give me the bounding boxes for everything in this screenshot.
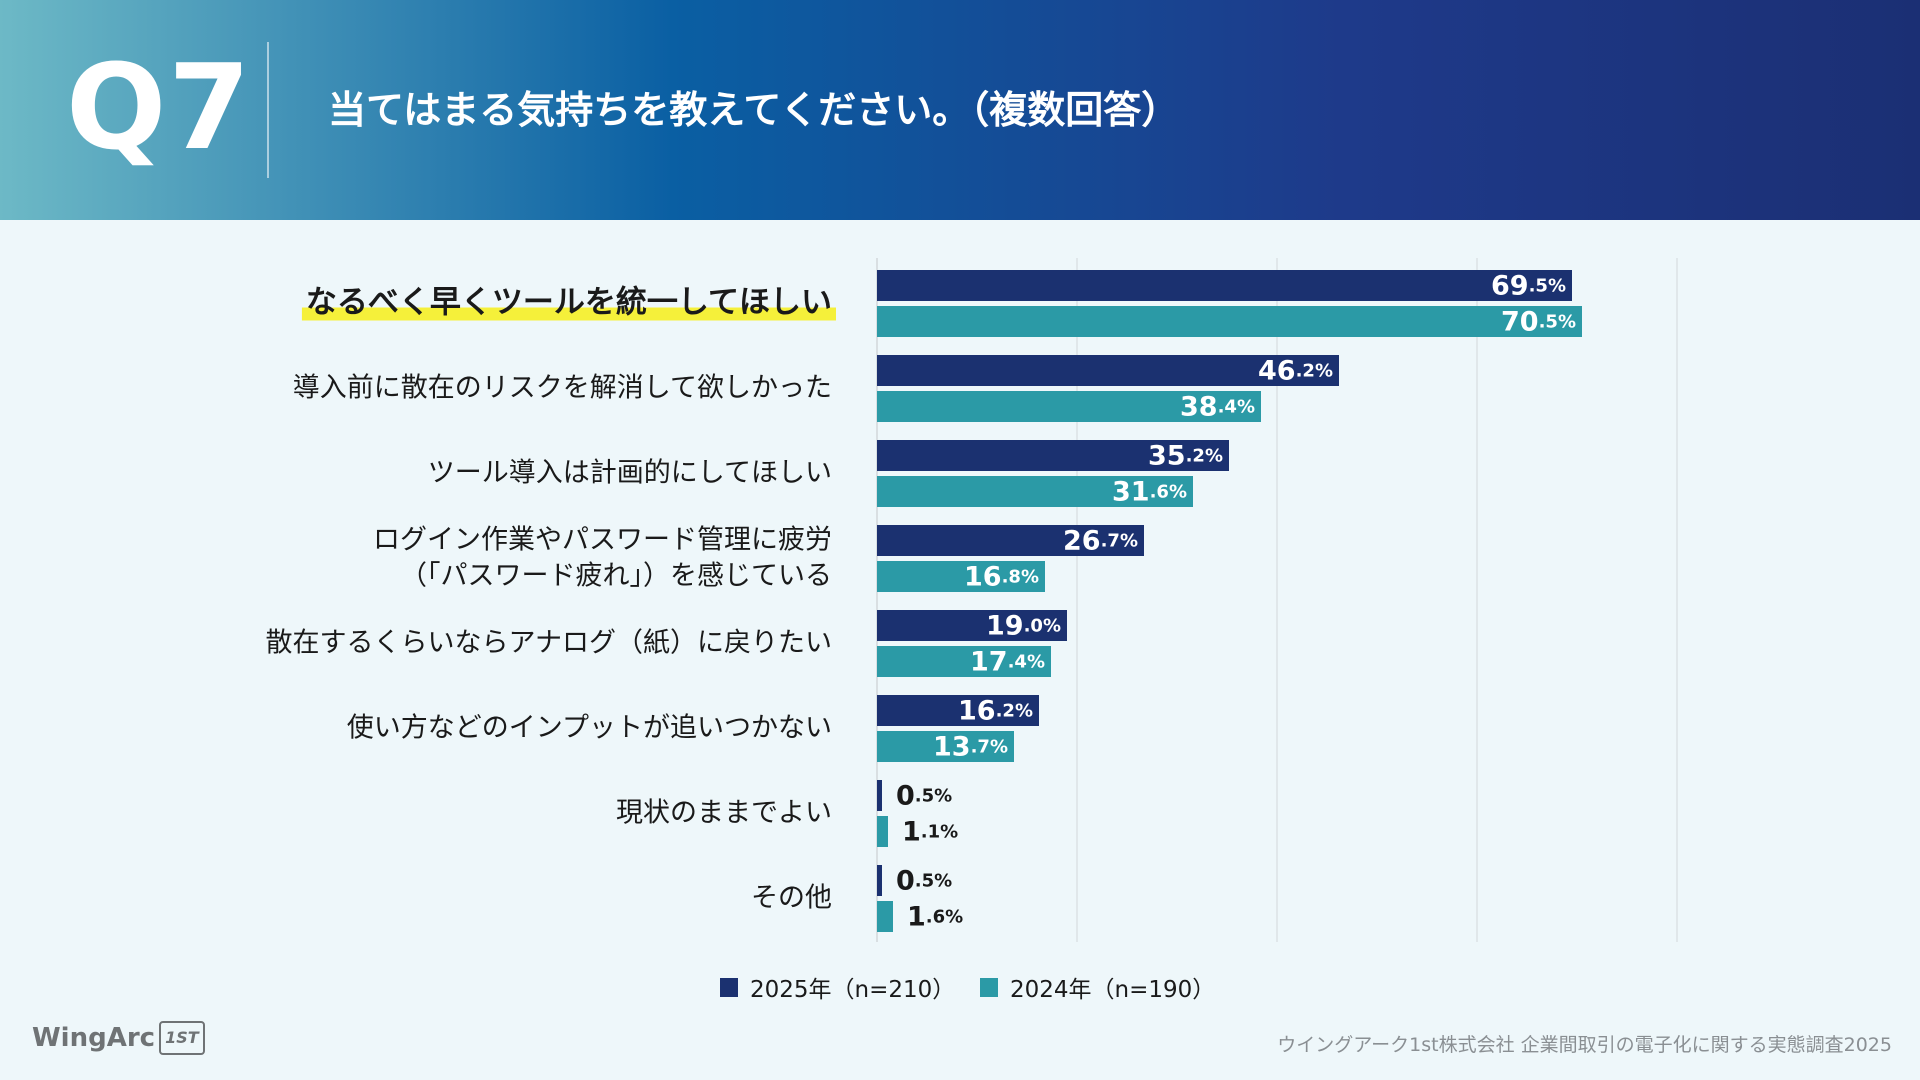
category-label: 使い方などのインプットが追いつかない: [347, 712, 832, 743]
legend-item-2025: 2025年（n=210）: [720, 970, 956, 1004]
logo-mark: 1ST: [159, 1021, 205, 1055]
data-label: 46.2%: [1258, 355, 1333, 386]
data-label: 0.5%: [896, 780, 952, 811]
data-label: 70.5%: [1501, 306, 1576, 337]
bar-2024: [877, 646, 1051, 677]
bar-2024: [877, 476, 1193, 507]
header-banner: Q7 当てはまる気持ちを教えてください。（複数回答）: [0, 0, 1920, 220]
header-divider: [267, 42, 269, 178]
data-label: 17.4%: [970, 646, 1045, 677]
data-label: 35.2%: [1148, 440, 1223, 471]
category-label: なるべく早くツールを統一してほしい: [306, 284, 832, 320]
category-label: その他: [751, 882, 832, 913]
data-label: 26.7%: [1063, 525, 1138, 556]
chart-legend: 2025年（n=210） 2024年（n=190）: [720, 970, 1240, 1004]
bar-2024: [877, 391, 1261, 422]
question-number: Q7: [66, 38, 253, 176]
bar-2025: [877, 355, 1339, 386]
logo-text: WingArc: [32, 1023, 156, 1053]
data-label: 19.0%: [986, 610, 1061, 641]
wingarc-logo: WingArc 1ST: [32, 1016, 212, 1060]
question-title: 当てはまる気持ちを教えてください。（複数回答）: [328, 88, 1180, 132]
data-label: 1.1%: [902, 816, 958, 847]
bar-2024: [877, 731, 1014, 762]
category-label: 散在するくらいならアナログ（紙）に戻りたい: [266, 627, 832, 658]
data-label: 13.7%: [933, 731, 1008, 762]
bar-2024: [877, 816, 888, 847]
data-label: 69.5%: [1491, 270, 1566, 301]
legend-swatch-2025: [720, 977, 738, 997]
legend-item-2024: 2024年（n=190）: [980, 970, 1216, 1004]
category-label: 導入前に散在のリスクを解消して欲しかった: [293, 372, 832, 403]
bar-2025: [877, 780, 882, 811]
data-label: 16.8%: [964, 561, 1039, 592]
category-label: ツール導入は計画的にしてほしい: [428, 457, 832, 488]
legend-swatch-2024: [980, 977, 998, 997]
bar-2025: [877, 610, 1067, 641]
data-label: 1.6%: [907, 901, 963, 932]
bar-2024: [877, 901, 893, 932]
bar-2025: [877, 695, 1039, 726]
bar-chart: なるべく早くツールを統一してほしい 69.5% 70.5% 導入前に散在のリスクを解消…: [266, 258, 1678, 942]
data-label: 38.4%: [1180, 391, 1255, 422]
legend-label-2024: 2024年（n=190）: [1009, 977, 1216, 1003]
legend-label-2025: 2025年（n=210）: [749, 977, 956, 1003]
bar-2025: [877, 865, 882, 896]
bar-2025: [877, 270, 1572, 301]
data-label: 31.6%: [1112, 476, 1187, 507]
data-label: 16.2%: [958, 695, 1033, 726]
bar-2024: [877, 306, 1582, 337]
bar-2025: [877, 440, 1229, 471]
bar-2025: [877, 525, 1144, 556]
bar-2024: [877, 561, 1045, 592]
source-note: ウイングアーク1st株式会社 企業間取引の電子化に関する実態調査2025: [1277, 1034, 1892, 1056]
label-highlight: [301, 307, 836, 321]
data-label: 0.5%: [896, 865, 952, 896]
category-label: ログイン作業やパスワード管理に疲労（「パスワード疲れ」）を感じている: [373, 524, 832, 591]
category-label: 現状のままでよい: [616, 797, 832, 828]
